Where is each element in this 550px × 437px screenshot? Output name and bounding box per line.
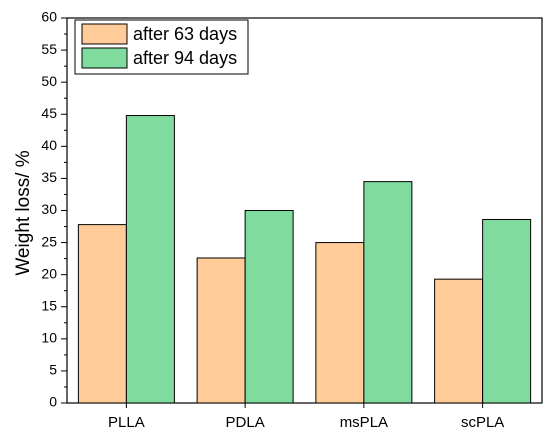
y-tick-label: 10 xyxy=(41,330,57,346)
y-tick-label: 25 xyxy=(41,233,57,249)
legend-swatch-1 xyxy=(81,23,128,45)
bar-plla-series-2 xyxy=(125,115,175,404)
y-tick-label: 60 xyxy=(41,9,57,25)
legend-label-1: after 63 days xyxy=(133,24,237,44)
y-axis: 0 5 10 15 20 25 30 35 40 45 50 55 60 xyxy=(41,9,67,410)
y-tick-label: 0 xyxy=(49,394,57,410)
y-axis-title: Weight loss/ % xyxy=(13,150,34,275)
y-tick-label: 55 xyxy=(41,41,57,57)
bar-scpla-series-2 xyxy=(482,218,532,404)
bar-plla-series-1 xyxy=(77,224,127,404)
bar-pdla-series-1 xyxy=(196,257,246,404)
y-tick-label: 15 xyxy=(41,297,57,313)
legend-label-2: after 94 days xyxy=(133,48,237,68)
bar-mspla-series-2 xyxy=(363,181,413,404)
bars xyxy=(77,115,532,404)
x-tick-label-plla: PLLA xyxy=(108,414,145,431)
y-tick-label: 35 xyxy=(41,169,57,185)
y-tick-label: 50 xyxy=(41,73,57,89)
x-tick-label-scpla: scPLA xyxy=(461,414,504,431)
legend-swatch-2 xyxy=(81,47,128,69)
x-tick-label-pdla: PDLA xyxy=(226,414,265,431)
y-tick-label: 45 xyxy=(41,105,57,121)
bar-scpla-series-1 xyxy=(434,278,484,404)
x-axis: PLLA PDLA msPLA scPLA xyxy=(108,403,504,431)
x-tick-label-mspla: msPLA xyxy=(340,414,388,431)
legend: after 63 days after 94 days xyxy=(74,19,249,75)
bar-pdla-series-2 xyxy=(244,210,294,404)
y-tick-label: 20 xyxy=(41,265,57,281)
y-tick-label: 30 xyxy=(41,201,57,217)
bar-mspla-series-1 xyxy=(315,242,365,404)
y-tick-label: 5 xyxy=(49,362,57,378)
y-tick-label: 40 xyxy=(41,137,57,153)
